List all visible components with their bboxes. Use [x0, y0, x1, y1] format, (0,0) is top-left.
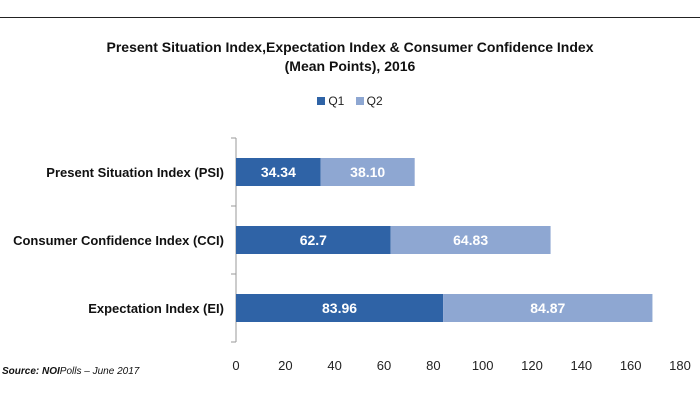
chart-title: Present Situation Index,Expectation Inde…	[0, 38, 700, 76]
legend: Q1 Q2	[0, 94, 700, 108]
bar-q1-consumer-confidence-index-cci	[236, 226, 391, 254]
bar-q2-expectation-index-ei	[443, 294, 653, 322]
x-tick-label: 60	[377, 358, 391, 373]
bar-q1-expectation-index-ei	[236, 294, 444, 322]
source-label: Source:	[2, 366, 40, 377]
source-org-bold: NOI	[42, 366, 60, 377]
x-tick-label: 180	[669, 358, 691, 373]
x-tick-label: 0	[232, 358, 239, 373]
data-label-q2: 84.87	[530, 300, 565, 316]
data-label-q1: 83.96	[322, 300, 357, 316]
x-tick-label: 160	[620, 358, 642, 373]
category-label: Present Situation Index (PSI)	[46, 165, 224, 180]
x-tick-label: 140	[570, 358, 592, 373]
legend-swatch-q1	[317, 97, 326, 105]
data-label-q1: 62.7	[300, 232, 327, 248]
x-tick-label: 40	[327, 358, 341, 373]
data-label-q2: 64.83	[453, 232, 488, 248]
x-tick-label: 80	[426, 358, 440, 373]
category-label: Consumer Confidence Index (CCI)	[13, 233, 224, 248]
legend-label-q1: Q1	[328, 94, 345, 108]
chart-title-line-2: (Mean Points), 2016	[284, 58, 416, 74]
category-label: Expectation Index (EI)	[88, 301, 224, 316]
bar-q1-present-situation-index-psi	[236, 158, 321, 186]
source-note: Source: NOIPolls – June 2017	[2, 366, 139, 377]
data-label-q2: 38.10	[350, 164, 385, 180]
data-label-q1: 34.34	[261, 164, 296, 180]
x-tick-label: 20	[278, 358, 292, 373]
source-date: – June 2017	[84, 366, 140, 377]
bar-q2-present-situation-index-psi	[320, 158, 415, 186]
legend-item-q1: Q1	[317, 94, 344, 108]
source-org-rest: Polls	[59, 366, 82, 377]
legend-label-q2: Q2	[366, 94, 383, 108]
x-tick-label: 120	[521, 358, 543, 373]
legend-item-q2: Q2	[355, 94, 383, 108]
bar-q2-consumer-confidence-index-cci	[390, 226, 551, 254]
legend-swatch-q2	[355, 97, 364, 105]
top-rule	[0, 17, 700, 18]
chart-title-line-1: Present Situation Index,Expectation Inde…	[106, 39, 594, 55]
x-tick-label: 100	[472, 358, 494, 373]
